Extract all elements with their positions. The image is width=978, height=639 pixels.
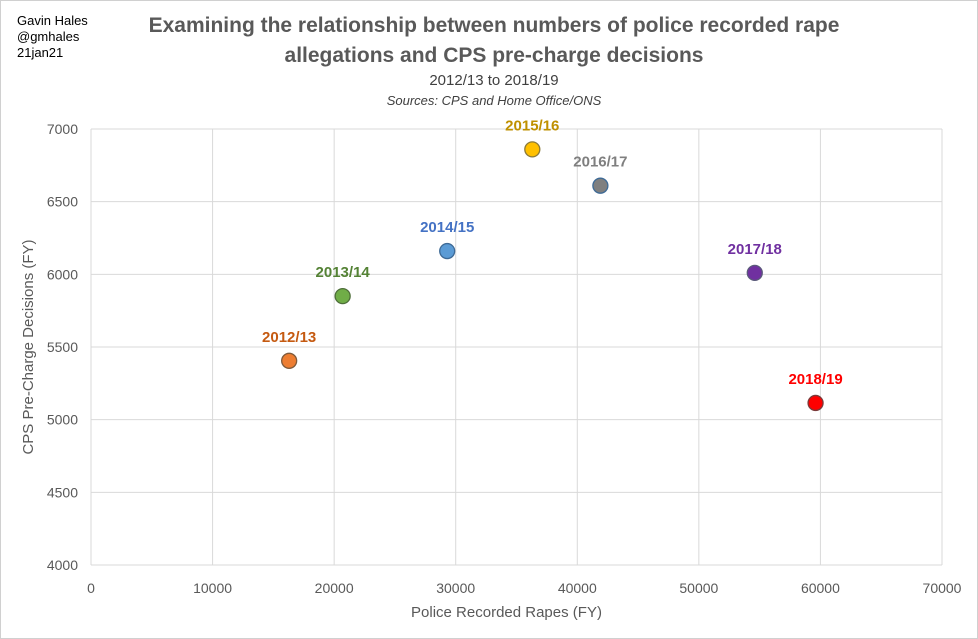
x-tick-label: 30000	[436, 580, 475, 596]
point-label-2014-15: 2014/15	[420, 219, 474, 236]
point-labels: 2012/13 2013/14 2014/15 2015/16 2016/17 2017/…	[262, 117, 843, 388]
y-tick-label: 5000	[47, 412, 78, 428]
x-tick-label: 60000	[801, 580, 840, 596]
x-tick-label: 20000	[315, 580, 354, 596]
data-point-2018-19	[807, 394, 824, 412]
x-tick-label: 10000	[193, 580, 232, 596]
y-tick-label: 4500	[47, 484, 78, 500]
chart-title-line-2: allegations and CPS pre-charge decisions	[284, 44, 704, 67]
chart-sources: Sources: CPS and Home Office/ONS	[386, 93, 602, 108]
data-points	[281, 141, 824, 412]
tick-labels: 0 10000 20000 30000 40000 50000 60000 70000 4000…	[47, 121, 962, 596]
author-handle: @gmhales	[17, 29, 80, 44]
data-point-2013-14	[334, 287, 351, 305]
x-tick-label: 0	[87, 580, 95, 596]
y-tick-label: 6500	[47, 194, 78, 210]
x-tick-label: 40000	[558, 580, 597, 596]
y-tick-label: 5500	[47, 339, 78, 355]
point-label-2015-16: 2015/16	[505, 117, 559, 134]
data-point-2015-16	[524, 141, 541, 158]
point-label-2016-17: 2016/17	[573, 154, 627, 171]
point-label-2013-14: 2013/14	[316, 264, 371, 281]
chart-subtitle: 2012/13 to 2018/19	[429, 72, 559, 89]
y-tick-label: 6000	[47, 266, 78, 282]
point-label-2012-13: 2012/13	[262, 329, 316, 346]
author-name: Gavin Hales	[17, 13, 88, 28]
point-label-2018-19: 2018/19	[788, 371, 842, 388]
data-point-2014-15	[439, 242, 456, 260]
author-date: 21jan21	[17, 45, 64, 60]
point-label-2017-18: 2017/18	[728, 241, 782, 258]
y-axis-title: CPS Pre-Charge Decisions (FY)	[20, 239, 37, 454]
x-tick-label: 50000	[679, 580, 718, 596]
data-point-2017-18	[746, 264, 763, 282]
author-block: Gavin Hales @gmhales 21jan21	[17, 13, 88, 61]
y-tick-label: 4000	[47, 557, 78, 573]
gridlines	[90, 128, 943, 566]
y-tick-label: 7000	[47, 121, 78, 137]
chart-title-line-1: Examining the relationship between numbe…	[148, 14, 840, 37]
x-axis-title: Police Recorded Rapes (FY)	[411, 604, 602, 621]
data-point-2016-17	[592, 177, 609, 194]
x-tick-label: 70000	[923, 580, 962, 596]
data-point-2012-13	[281, 352, 298, 369]
